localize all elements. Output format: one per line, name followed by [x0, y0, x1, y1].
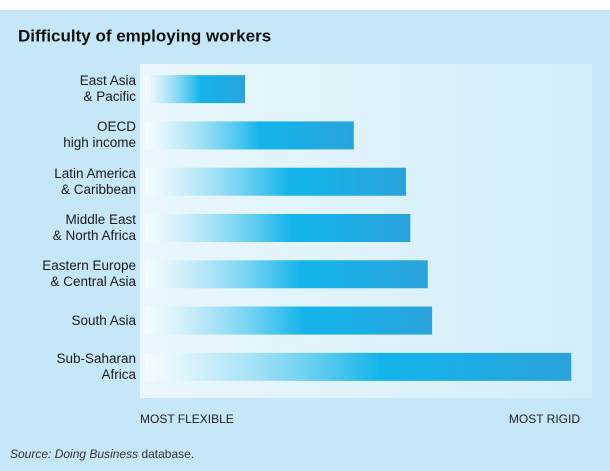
axis-low-label: MOST FLEXIBLE	[140, 412, 234, 426]
category-label: Latin America & Caribbean	[54, 165, 136, 197]
bar	[145, 214, 411, 242]
bar	[145, 167, 406, 196]
source-prefix: Source:	[10, 447, 52, 461]
source-suffix: database.	[141, 447, 195, 461]
axis-high-label: MOST RIGID	[509, 412, 580, 426]
category-label: South Asia	[71, 312, 136, 328]
category-label: Middle East & North Africa	[52, 212, 136, 243]
category-label: OECD high income	[63, 119, 136, 151]
bar	[145, 121, 354, 150]
bar	[145, 260, 428, 289]
category-label: Eastern Europe & Central Asia	[42, 258, 136, 290]
category-label: East Asia & Pacific	[79, 73, 136, 105]
source-note: Source: Doing Business database.	[10, 447, 194, 461]
bar	[145, 75, 246, 104]
category-label: Sub-Saharan Africa	[56, 350, 136, 382]
chart-title: Difficulty of employing workers	[18, 26, 271, 45]
bar	[145, 306, 433, 335]
bar	[145, 352, 572, 381]
source-title: Doing Business	[54, 447, 139, 461]
